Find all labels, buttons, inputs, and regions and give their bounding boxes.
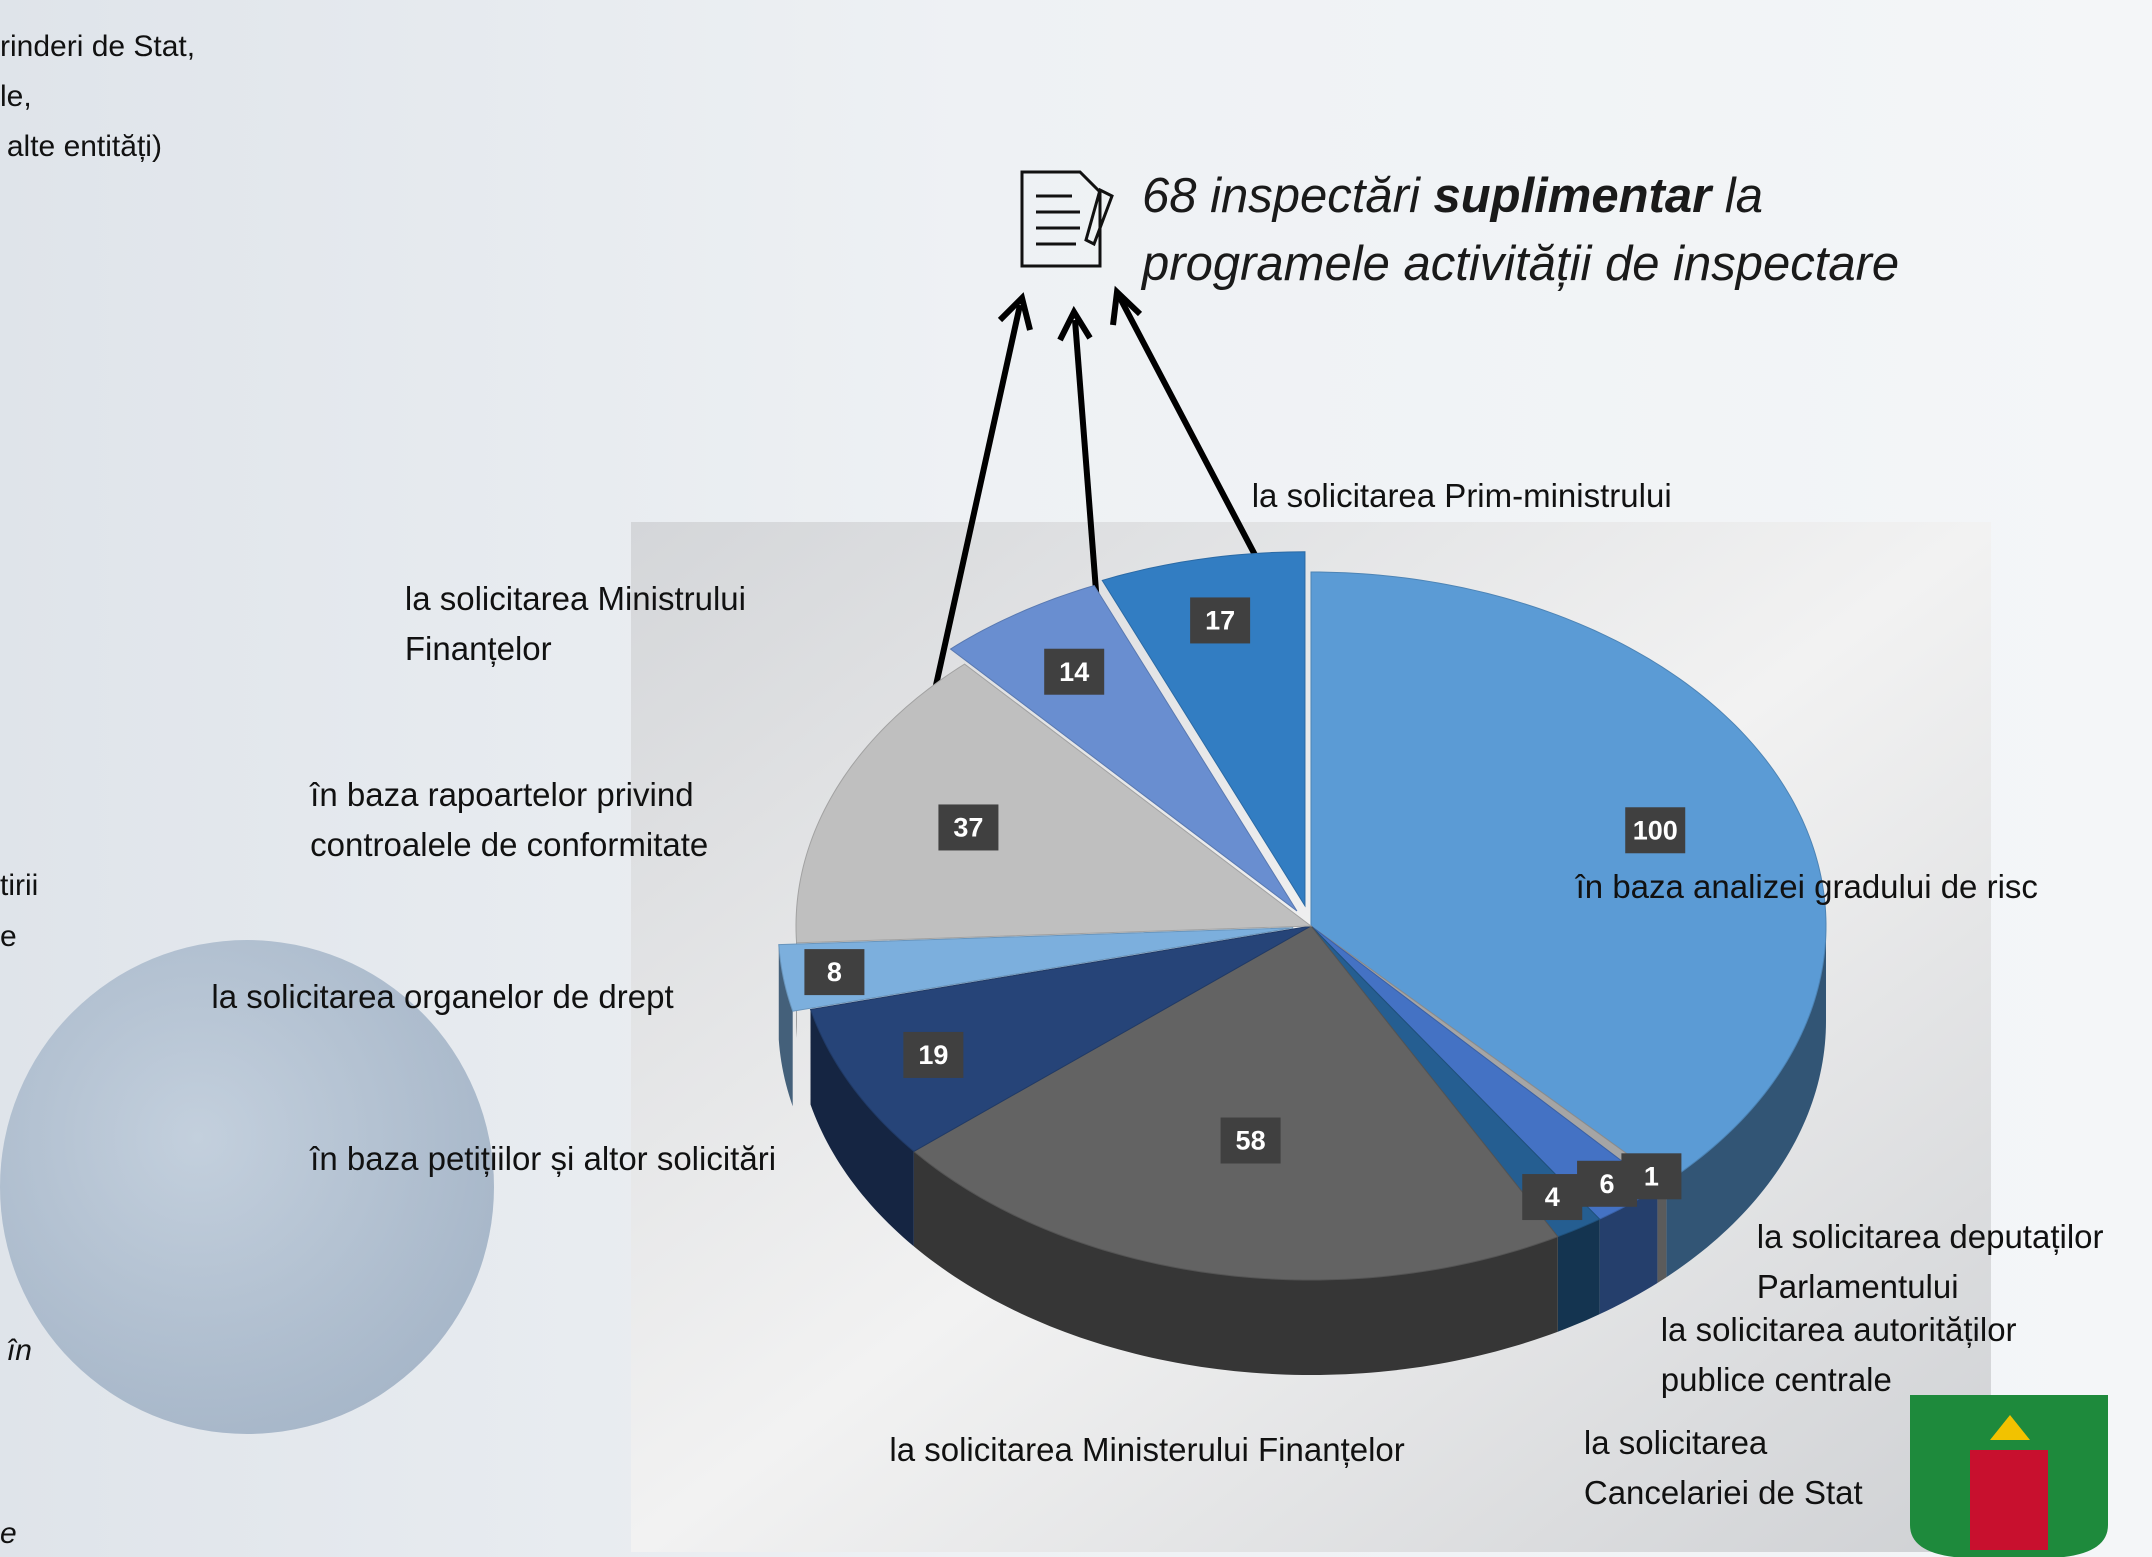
side-text: rinderi de Stat, [0, 30, 195, 64]
coat-of-arms [1910, 1395, 2108, 1557]
data-label: 14 [1044, 649, 1104, 695]
annotation-emphasis: suplimentar [1433, 169, 1711, 223]
side-text: tirii [0, 869, 38, 903]
data-label-text: 8 [827, 957, 842, 987]
data-label-text: 19 [918, 1040, 948, 1070]
data-label-text: 4 [1545, 1182, 1560, 1212]
data-label: 17 [1190, 597, 1250, 643]
data-label-text: 17 [1205, 606, 1235, 636]
pie-slice-side [1558, 1219, 1600, 1332]
category-label: la solicitarea Prim-ministrului [1252, 471, 1801, 521]
data-label: 4 [1522, 1174, 1582, 1220]
side-text: e [0, 920, 17, 954]
data-label-text: 1 [1644, 1161, 1659, 1191]
category-label: la solicitarea Ministrului Finanțelor [405, 574, 803, 674]
category-label: în baza analizei gradului de risc [1576, 862, 2152, 912]
side-text: e [0, 1517, 17, 1551]
category-label: la solicitarea Cancelariei de Stat [1584, 1418, 1913, 1518]
data-label-text: 37 [953, 813, 983, 843]
data-label-text: 6 [1600, 1169, 1615, 1199]
data-label: 6 [1577, 1161, 1637, 1207]
data-label-text: 14 [1059, 657, 1089, 687]
side-text: în [7, 1334, 32, 1368]
slide: 100 16 4 58 19 8 37 14 17 68 inspectări suplimen… [0, 0, 2152, 1557]
category-label: în baza petițiilor și altor solicitări [310, 1134, 859, 1184]
category-label: în baza rapoartelor privind controalele … [310, 770, 777, 870]
side-text: alte entități) [7, 130, 162, 164]
side-text: le, [0, 80, 32, 114]
data-label: 58 [1221, 1118, 1281, 1164]
annotation-text: 68 inspectări [1142, 169, 1433, 223]
document-icon [1022, 172, 1112, 266]
category-label: la solicitarea autorităților publice cen… [1661, 1305, 2073, 1405]
data-label-text: 100 [1633, 815, 1678, 845]
annotation: 68 inspectări suplimentar la programele … [1142, 162, 2022, 298]
data-label-text: 58 [1236, 1126, 1266, 1156]
data-label: 37 [938, 804, 998, 850]
category-label: la solicitarea Ministerului Finanțelor [889, 1425, 1520, 1475]
data-label: 19 [903, 1032, 963, 1078]
category-label: la solicitarea organelor de drept [211, 972, 760, 1022]
category-label: la solicitarea deputaților Parlamentului [1757, 1212, 2152, 1312]
data-label: 100 [1625, 807, 1685, 853]
data-label: 8 [804, 949, 864, 995]
